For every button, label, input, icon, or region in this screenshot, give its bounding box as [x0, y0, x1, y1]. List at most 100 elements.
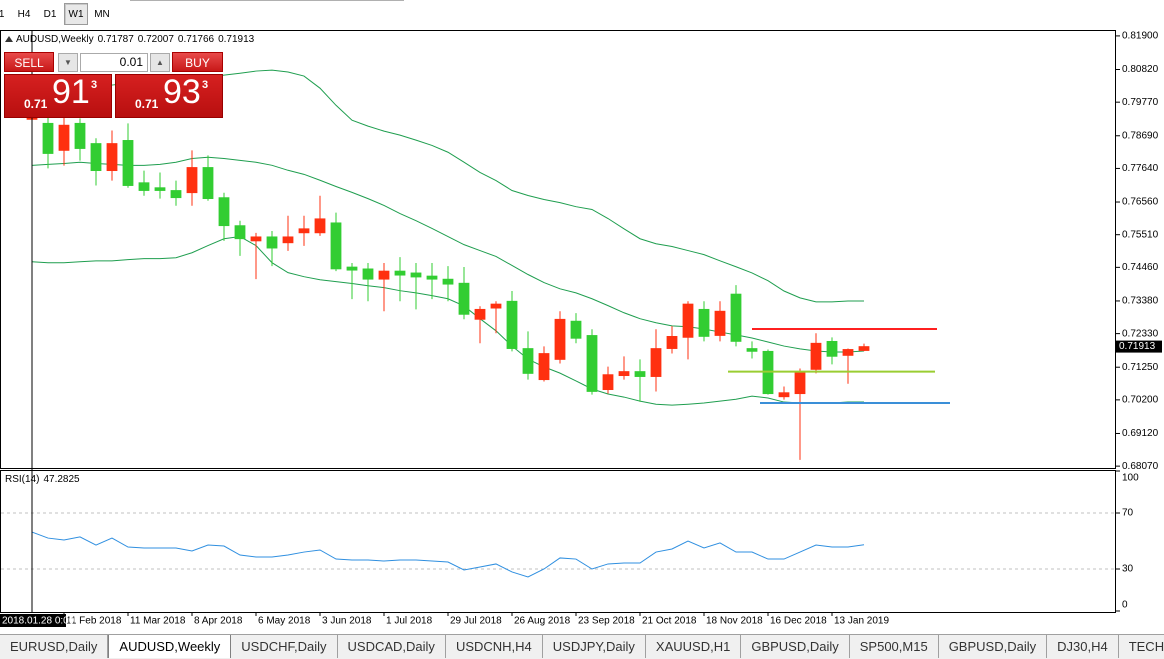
y-tick-label: 0.68070: [1122, 461, 1159, 472]
plot-area: [1, 69, 1116, 578]
candle-body: [650, 348, 662, 377]
candle-body: [426, 275, 438, 280]
timeframe-toolbar: H1 H4 D1 W1 MN: [0, 0, 114, 28]
ask-main: 93: [163, 73, 201, 111]
lot-decrease[interactable]: ▼: [58, 53, 78, 72]
rsi-label: RSI(14): [5, 474, 39, 485]
candle-body: [106, 143, 118, 172]
candle-body: [538, 353, 550, 381]
candle-body: [74, 122, 86, 149]
toolbar-border: [130, 0, 404, 1]
y-tick-label: 0.79770: [1122, 97, 1159, 108]
candle-body: [218, 197, 230, 227]
candle-body: [170, 190, 182, 199]
candle-body: [42, 122, 54, 154]
candle-body: [522, 348, 534, 374]
bid-pip: 3: [91, 79, 98, 91]
candle-body: [410, 272, 422, 278]
rsi-y-tick-label: 100: [1122, 473, 1139, 484]
candle-body: [490, 303, 502, 309]
low-value: 0.71766: [178, 34, 215, 45]
y-tick-label: 0.81900: [1122, 31, 1159, 42]
timeframe-button[interactable]: D1: [43, 9, 57, 20]
chart-tab[interactable]: SP500,M15: [850, 635, 939, 658]
y-tick-label: 0.73380: [1122, 296, 1159, 307]
symbol-icon: [5, 36, 13, 42]
x-tick-label: 11 Mar 2018: [130, 616, 186, 627]
x-tick-label: 8 Apr 2018: [194, 616, 243, 627]
x-tick-label: 6 May 2018: [258, 616, 311, 627]
y-tick-label: 0.69120: [1122, 428, 1159, 439]
candle-body: [138, 182, 150, 191]
chart: AUDUSD,Weekly 0.71787 0.72007 0.71766 0.7191…: [0, 30, 1162, 627]
y-tick-label: 0.71250: [1122, 362, 1159, 373]
x-tick-label: 21 Oct 2018: [642, 616, 697, 627]
close-value: 0.71913: [218, 34, 255, 45]
rsi-value: 47.2825: [43, 474, 80, 485]
candle-body: [250, 236, 262, 242]
candle-body: [330, 222, 342, 270]
one-click-trading-panel: SELL ▼ 0.01 ▲ BUY 0.71 91 3 0.71 93 3: [4, 52, 223, 118]
candle-body: [266, 236, 278, 249]
chart-tabs: EURUSD,Daily AUDUSD,Weekly USDCHF,Daily USD…: [0, 634, 1164, 659]
buy-button[interactable]: BUY: [172, 52, 223, 72]
lot-input[interactable]: 0.01: [80, 53, 148, 72]
candle-body: [730, 293, 742, 342]
candle-body: [506, 300, 518, 349]
chart-tab[interactable]: USDCAD,Daily: [338, 635, 446, 658]
candle-body: [842, 349, 854, 356]
candle-body: [202, 167, 214, 200]
x-tick-label: 29 Jul 2018: [450, 616, 502, 627]
current-price: 0.71913: [1119, 341, 1156, 352]
candle-body: [346, 266, 358, 271]
sell-button[interactable]: SELL: [4, 52, 54, 72]
y-tick-label: 0.74460: [1122, 262, 1159, 273]
cursor-label-box: [0, 614, 66, 627]
high-value: 0.72007: [138, 34, 175, 45]
candle-body: [570, 320, 582, 339]
y-tick-label: 0.77640: [1122, 163, 1159, 174]
candle-body: [826, 340, 838, 357]
timeframe-button[interactable]: MN: [94, 9, 110, 20]
candle-body: [378, 270, 390, 280]
y-tick-label: 0.75510: [1122, 229, 1159, 240]
ask-quote[interactable]: 0.71 93 3: [115, 73, 223, 118]
candle-body: [746, 348, 758, 352]
rsi-header: RSI(14) 47.2825: [5, 474, 80, 485]
x-tick-label: 16 Dec 2018: [770, 616, 827, 627]
ask-big: 0.71: [135, 97, 159, 111]
chart-tab[interactable]: GBPUSD,Daily: [741, 635, 850, 658]
x-tick-label: 13 Jan 2019: [834, 616, 889, 627]
chart-tab[interactable]: GBPUSD,Daily: [939, 635, 1048, 658]
chart-tab[interactable]: XAUUSD,H1: [646, 635, 742, 658]
timeframe-button[interactable]: W1: [64, 3, 88, 25]
chart-tab[interactable]: USDJPY,Daily: [543, 635, 646, 658]
y-tick-label: 0.78690: [1122, 130, 1159, 141]
chart-tab[interactable]: EURUSD,Daily: [0, 635, 109, 658]
candle-body: [282, 236, 294, 244]
bid-quote[interactable]: 0.71 91 3: [4, 73, 112, 118]
candle-body: [698, 308, 710, 337]
timeframe-button[interactable]: H1: [0, 9, 5, 20]
timeframe-button[interactable]: H4: [17, 9, 31, 20]
chart-tab[interactable]: TECH100: [1119, 635, 1164, 658]
candle-body: [298, 228, 310, 234]
chart-tab[interactable]: USDCNH,H4: [446, 635, 543, 658]
candle-body: [58, 124, 70, 151]
candle-body: [234, 225, 246, 240]
y-tick-label: 0.76560: [1122, 197, 1159, 208]
rsi-y-tick-label: 70: [1122, 508, 1134, 519]
chart-header: AUDUSD,Weekly 0.71787 0.72007 0.71766 0.7191…: [16, 34, 255, 45]
chart-tab[interactable]: AUDUSD,Weekly: [108, 635, 232, 658]
price-marker: [1116, 340, 1162, 353]
lot-increase[interactable]: ▲: [150, 53, 170, 72]
y-tick-label: 0.80820: [1122, 64, 1159, 75]
candle-body: [442, 278, 454, 285]
candle-body: [602, 374, 614, 391]
y-tick-label: 0.70200: [1122, 395, 1159, 406]
open-value: 0.71787: [98, 34, 135, 45]
chart-tab[interactable]: DJ30,H4: [1047, 635, 1119, 658]
chart-tab[interactable]: USDCHF,Daily: [231, 635, 338, 658]
candle-body: [394, 270, 406, 276]
